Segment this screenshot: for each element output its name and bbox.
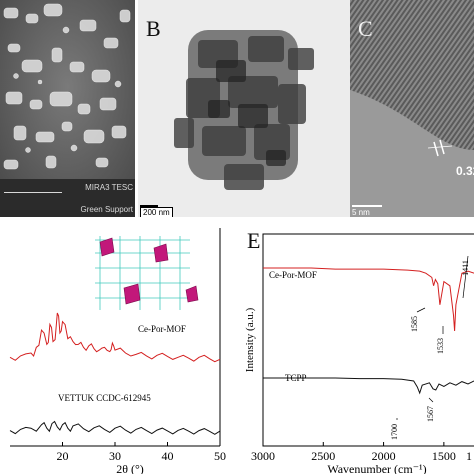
lattice-spacing-label: 0.32 [456,164,474,178]
panel-b-label: B [146,16,161,41]
peak-annotation: 1411 [461,260,470,276]
ftir-series-line [263,377,474,395]
series-label: Ce-Por-MOF [138,324,186,334]
hrtem-lattice [350,0,474,217]
hrtem-scale-bar [352,205,382,207]
peak-annotation: 1533 [436,338,445,354]
sem-image-panel: MIRA3 TESC Green Support [0,0,135,217]
peak-annotation: 1585 [410,316,419,332]
tem-aggregate [174,30,314,190]
x-tick-label: 1500 [432,449,456,463]
xrd-chart: 20 30 40 50 2θ (°) Ce-Por-MOF VETTUK CCDC-6129… [9,228,226,474]
x-tick-label: 50 [214,449,226,463]
annotation-arrow [416,307,426,313]
x-axis-label: 2θ (°) [116,462,144,474]
sem-instrument-label: MIRA3 TESC [85,183,133,192]
y-axis-label: Intensity (a.u.) [244,307,256,372]
peak-annotation: 1700 [390,424,399,440]
series-label: TCPP [285,373,307,383]
panel-c-label: C [358,16,373,41]
panel-e-label: E [247,228,261,253]
x-tick-label: 20 [57,449,69,463]
x-tick-label: 2000 [372,449,396,463]
tem-scale-bar [140,205,158,207]
x-tick-label: 40 [162,449,174,463]
x-tick-label: 1 [466,449,472,463]
series-label: Ce-Por-MOF [269,270,317,280]
peak-annotation: 1567 [426,406,435,422]
annotation-arrow [428,397,434,403]
sem-scale-bar [4,192,62,193]
ftir-series-line [263,267,474,332]
tem-image-panel: B 200 nm [138,0,350,217]
tem-scale-label: 200 nm [140,207,173,217]
ftir-chart: 3000 2500 2000 1500 1 Wavenumber (cm⁻¹) Intens… [244,233,474,474]
x-tick-label: 3000 [251,449,275,463]
x-tick-label: 30 [109,449,121,463]
annotation-arrow [462,255,469,299]
hrtem-scale-label: 5 nm [352,208,370,217]
xrd-series-line [9,420,221,435]
sem-info-bar [0,179,135,217]
plot-frame [262,233,474,447]
mof-structure-inset [95,236,199,310]
hrtem-image-panel: C 0.32 5 nm [350,0,474,217]
series-label: VETTUK CCDC-612945 [58,393,151,403]
sem-support-label: Green Support [80,205,133,214]
x-axis-label: Wavenumber (cm⁻¹) [327,462,426,474]
x-tick-label: 2500 [311,449,335,463]
xrd-series-line [9,312,221,363]
